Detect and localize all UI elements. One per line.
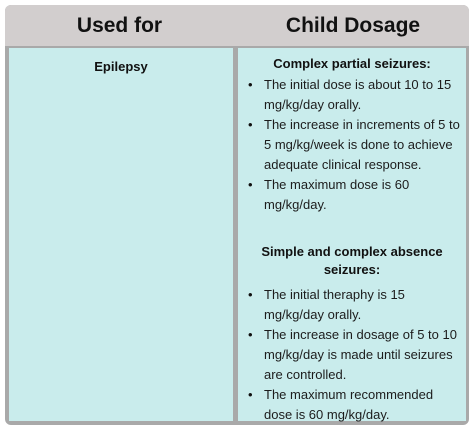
header-child-dosage: Child Dosage — [285, 14, 421, 37]
list-item: • The increase in dosage of 5 to 10 mg/kg… — [248, 327, 457, 382]
section-title-complex-partial: Complex partial seizures: — [273, 56, 431, 71]
list-item: • The maximum dose is 60 mg/kg/day. — [248, 177, 410, 212]
header-used-for: Used for — [76, 14, 163, 37]
absence-list: • The initial theraphy is 15 mg/kg/day or… — [238, 285, 466, 425]
section-title-absence-line2: seizures: — [323, 262, 381, 277]
bullet-icon: • — [248, 387, 253, 402]
list-item: • The initial theraphy is 15 mg/kg/day or… — [248, 287, 405, 322]
bullet-icon: • — [248, 117, 253, 132]
child-dosage-cell: Complex partial seizures: • The initial d… — [238, 48, 466, 422]
bullet-icon: • — [248, 287, 253, 302]
list-item: • The maximum recommended dose is 60 mg/k… — [248, 387, 434, 422]
bullet-icon: • — [248, 177, 253, 192]
used-for-cell: Epilepsy — [9, 48, 233, 421]
bullet-icon: • — [248, 327, 253, 342]
bullet-icon: • — [248, 77, 253, 92]
use-label-epilepsy: Epilepsy — [94, 59, 148, 74]
list-item: • The initial dose is about 10 to 15 mg/k… — [248, 77, 452, 112]
list-item: • The increase in increments of 5 to 5 mg… — [248, 117, 460, 172]
complex-partial-list: • The initial dose is about 10 to 15 mg/k… — [238, 75, 466, 215]
dosage-table: Used for Child Dosage Epilepsy Complex p… — [5, 5, 469, 425]
section-title-absence-line1: Simple and complex absence — [261, 244, 443, 259]
table-header: Used for Child Dosage — [5, 5, 469, 46]
